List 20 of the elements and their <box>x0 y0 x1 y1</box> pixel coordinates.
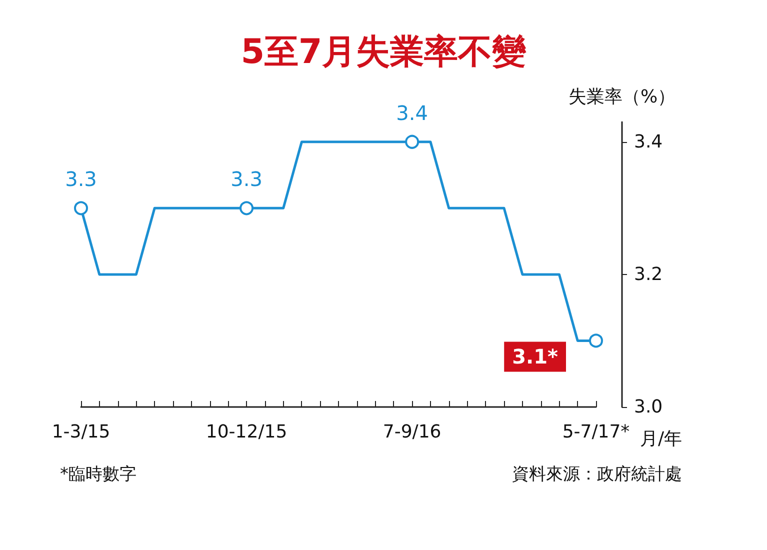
point <box>74 201 88 216</box>
x-tick-label: 1-3/15 <box>52 422 110 442</box>
data-label: 3.3 <box>65 167 97 192</box>
point <box>240 201 254 216</box>
x-tick-label: 10-12/15 <box>206 422 288 442</box>
y-tick-label: 3.0 <box>634 396 663 418</box>
y-axis-title: 失業率（%） <box>568 86 676 108</box>
y-tick-label: 3.4 <box>634 131 663 152</box>
source-note: 資料來源：政府統計處 <box>512 464 682 484</box>
data-label: 3.3 <box>230 167 262 192</box>
x-axis-title: 月/年 <box>640 428 682 450</box>
chart-title: 5至7月失業率不變 <box>240 32 528 72</box>
x-tick-label: 7-9/16 <box>382 422 442 442</box>
x-tick-label: 5-7/17* <box>562 422 630 442</box>
text: *臨時數字 <box>60 464 136 484</box>
point <box>405 134 420 149</box>
y-tick-label: 3.2 <box>634 264 663 285</box>
data-label: 3.4 <box>396 100 428 125</box>
point <box>589 334 603 348</box>
data-label: 3.1* <box>512 344 559 369</box>
